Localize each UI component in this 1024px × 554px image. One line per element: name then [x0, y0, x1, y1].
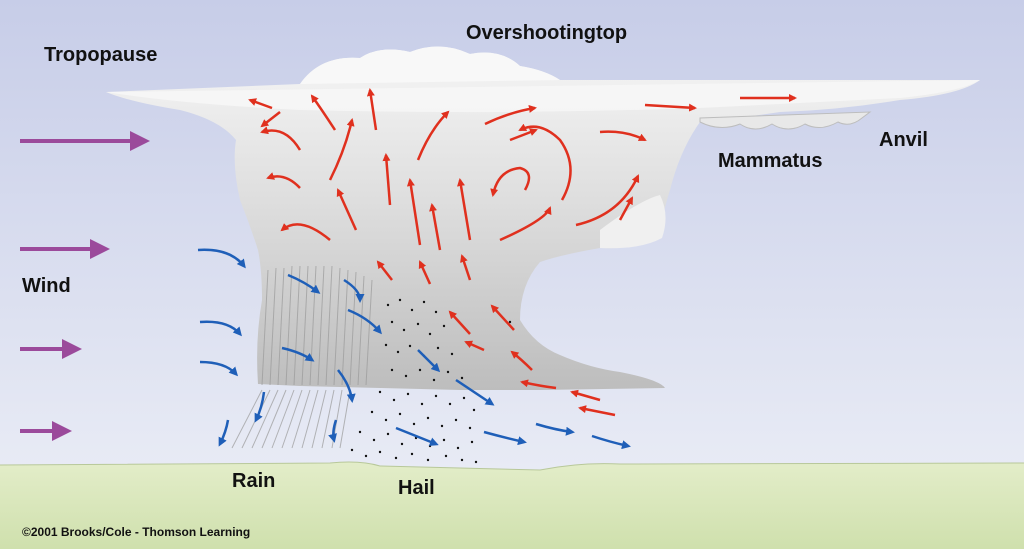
- downdraft-arrows: [197, 248, 631, 450]
- label-wind: Wind: [22, 275, 71, 297]
- label-mammatus: Mammatus: [718, 150, 822, 172]
- label-tropopause: Tropopause: [44, 44, 157, 66]
- updraft-arrows: [248, 88, 797, 417]
- cumulonimbus-cloud: [106, 46, 980, 464]
- wind-arrowhead: [62, 339, 82, 359]
- wind-arrowhead: [52, 421, 72, 441]
- hail-particles: [350, 298, 512, 464]
- label-anvil: Anvil: [879, 129, 928, 151]
- wind-arrows: [20, 131, 150, 441]
- label-hail: Hail: [398, 477, 435, 499]
- wind-arrowhead: [90, 239, 110, 259]
- label-rain: Rain: [232, 470, 275, 492]
- wind-arrowhead: [130, 131, 150, 151]
- ground: [0, 462, 1024, 549]
- label-overshooting-top: Overshootingtop: [466, 22, 627, 44]
- copyright-notice: ©2001 Brooks/Cole - Thomson Learning: [22, 525, 250, 539]
